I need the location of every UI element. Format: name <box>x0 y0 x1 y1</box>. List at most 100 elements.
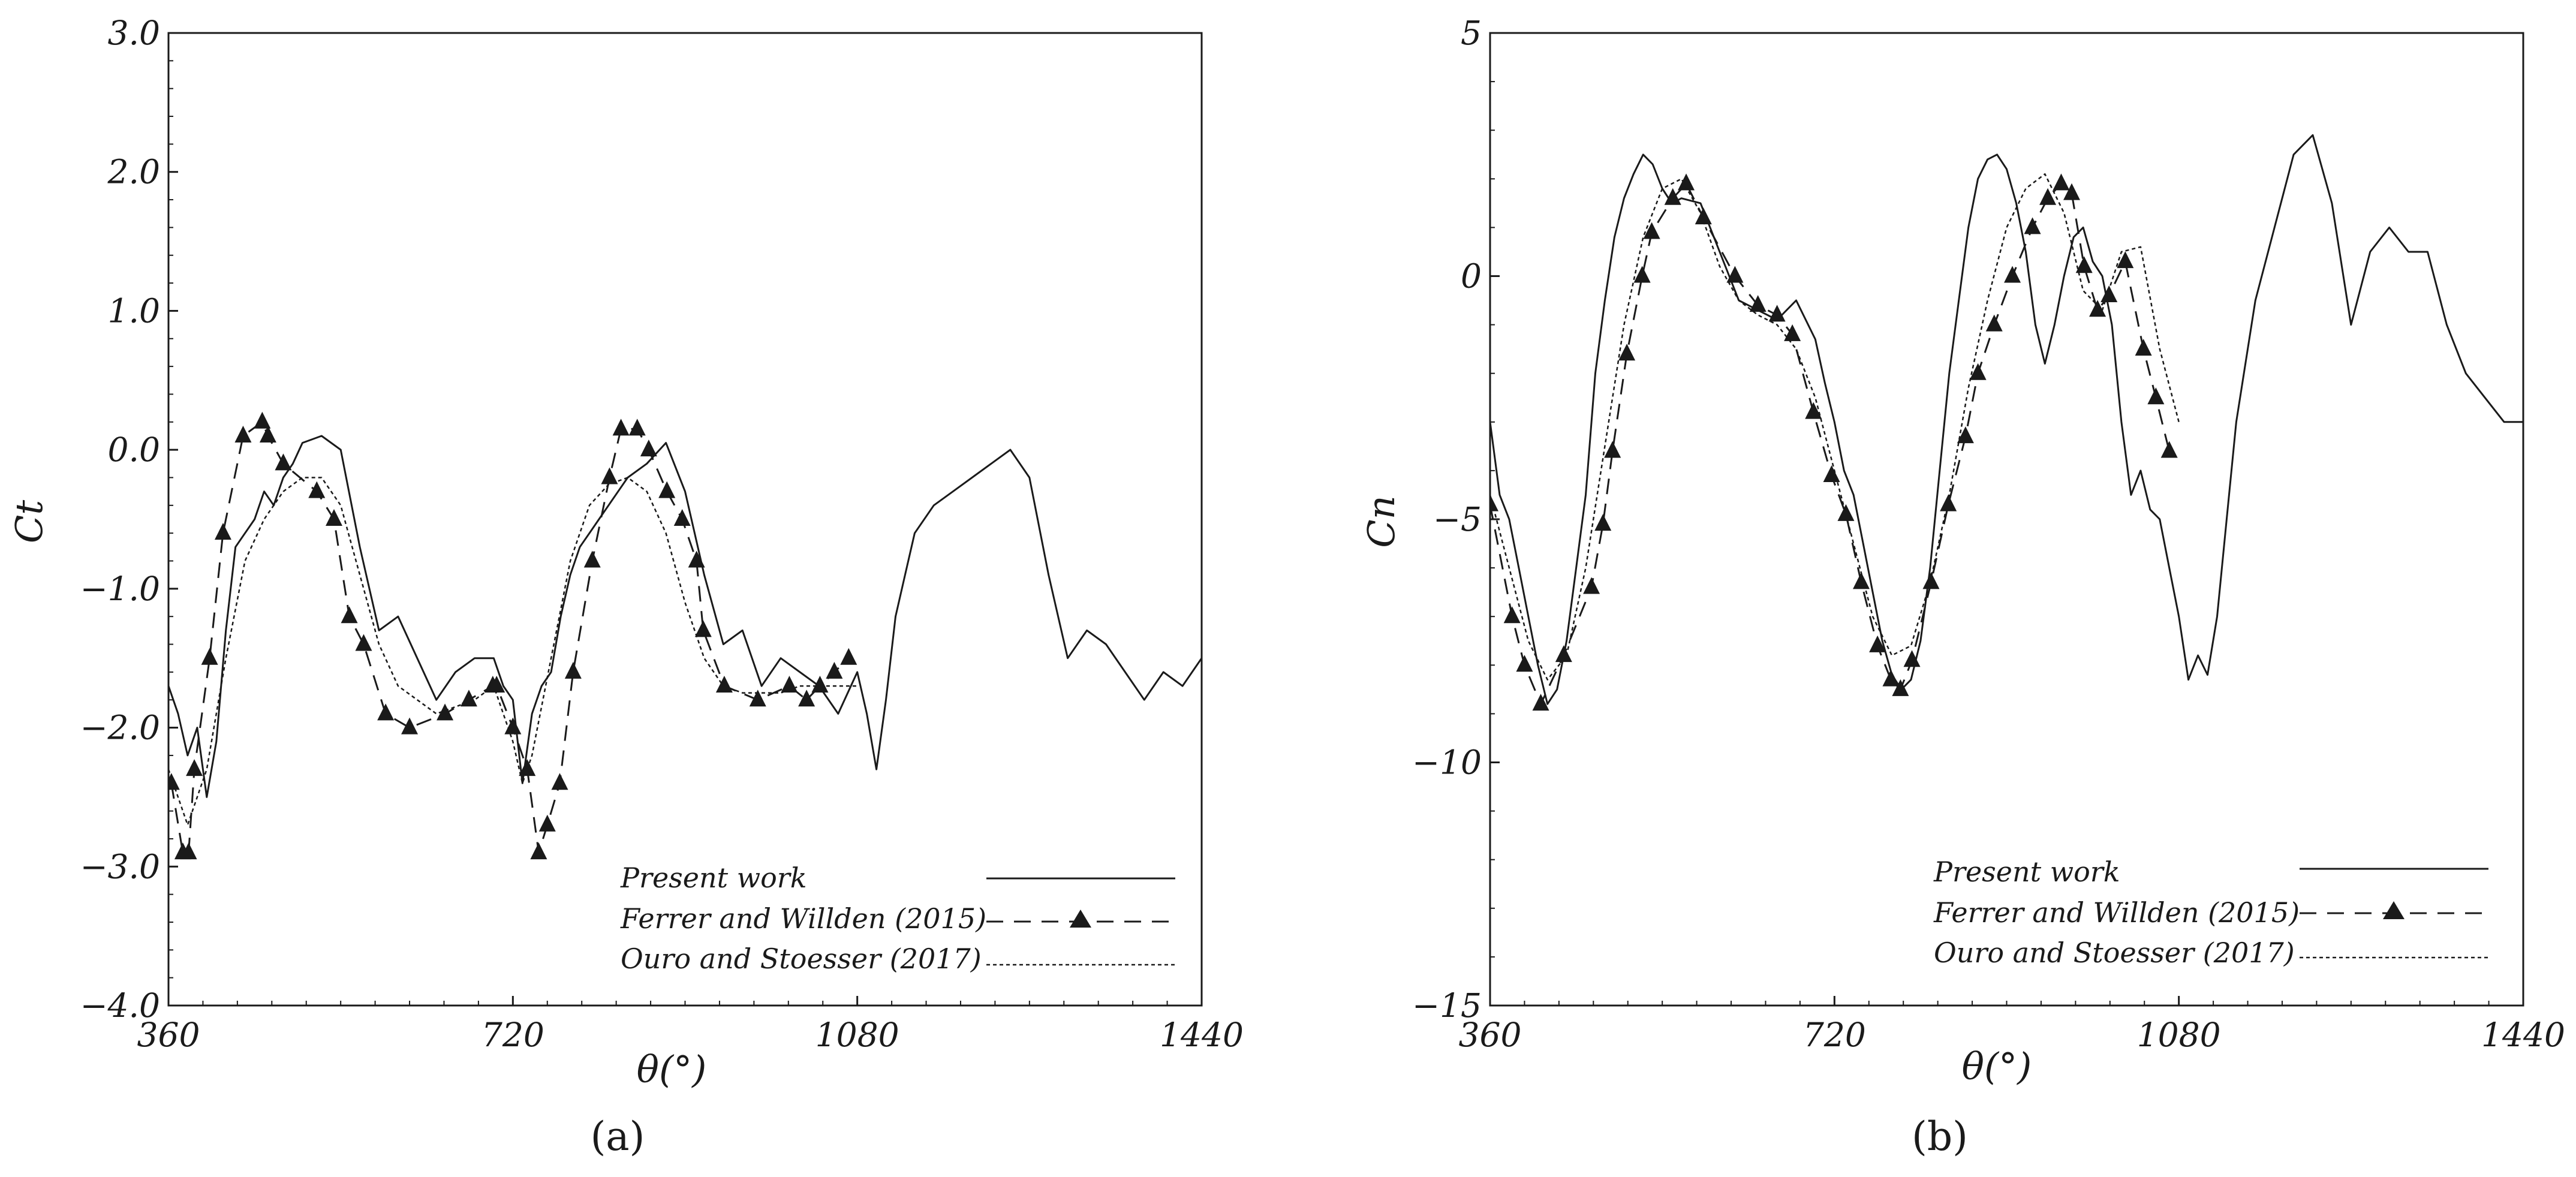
x-tick-label: 1080 <box>2137 1016 2221 1054</box>
data-point-triangle <box>1490 494 1498 511</box>
legend-label-ferrer-b: Ferrer and Willden (2015) <box>1933 896 2300 929</box>
legend-marker-ferrer-a <box>1070 910 1091 928</box>
data-point-triangle <box>781 676 798 693</box>
y-axis-label-b: Cn <box>1359 495 1403 547</box>
legend-label-ferrer-a: Ferrer and Willden (2015) <box>620 902 986 935</box>
chart-panel-a: −4.0 −3.0 −2.0 −1.0 0.0 1.0 2.0 3.0 360 720 1080 1… <box>7 14 1244 1160</box>
x-axis-label-b: θ(°) <box>1962 1044 2032 1088</box>
x-axis-b: 360 720 1080 1440 <box>1459 996 2565 1054</box>
data-point-triangle <box>2089 300 2106 317</box>
data-point-triangle <box>2100 285 2118 302</box>
data-point-triangle <box>214 523 231 540</box>
data-point-triangle <box>1503 606 1521 624</box>
data-point-triangle <box>798 690 815 707</box>
data-point-triangle <box>1892 679 1909 696</box>
x-tick-label: 1440 <box>2481 1016 2565 1054</box>
data-point-triangle <box>2117 251 2134 269</box>
data-point-triangle <box>1805 402 1822 419</box>
data-point-triangle <box>2160 441 2178 458</box>
data-point-triangle <box>2024 217 2041 234</box>
y-tick-label: 1.0 <box>108 291 160 330</box>
data-point-triangle <box>1726 266 1744 283</box>
data-point-triangle <box>1633 266 1651 283</box>
data-point-triangle <box>2063 183 2080 200</box>
y-tick-label: 0 <box>1461 257 1482 296</box>
data-point-triangle <box>826 661 843 679</box>
data-point-triangle <box>658 481 676 498</box>
data-point-triangle <box>612 419 630 436</box>
legend-label-present-a: Present work <box>620 862 807 894</box>
data-point-triangle <box>201 648 218 665</box>
legend-label-ouro-a: Ouro and Stoesser (2017) <box>621 943 982 975</box>
data-point-triangle <box>1985 314 2003 332</box>
data-point-triangle <box>488 676 505 693</box>
data-point-triangle <box>1869 635 1886 652</box>
y-axis-a: −4.0 −3.0 −2.0 −1.0 0.0 1.0 2.0 3.0 <box>80 14 178 1025</box>
data-point-triangle <box>1837 504 1855 521</box>
data-point-triangle <box>1969 363 1987 380</box>
plot-area-a <box>168 411 1202 860</box>
data-point-triangle <box>180 842 197 860</box>
y-tick-label: −10 <box>1412 743 1482 782</box>
data-point-triangle <box>401 717 419 735</box>
data-point-triangle <box>538 814 556 832</box>
series-line-solid <box>1490 134 2523 705</box>
data-point-triangle <box>1853 572 1870 589</box>
data-point-triangle <box>1768 305 1786 322</box>
y-tick-label: 0.0 <box>108 431 160 469</box>
data-point-triangle <box>640 440 657 457</box>
data-point-triangle <box>1643 222 1660 239</box>
data-point-triangle <box>437 703 454 721</box>
y-tick-label: −4.0 <box>80 986 160 1025</box>
series-line-solid <box>168 435 1202 798</box>
panel-label-a: (a) <box>591 1113 645 1160</box>
series-line-dotted <box>1490 173 2180 681</box>
data-point-triangle <box>1604 441 1621 458</box>
data-point-triangle <box>1749 295 1767 312</box>
data-point-triangle <box>1823 465 1840 483</box>
data-point-triangle <box>341 606 358 624</box>
data-point-triangle <box>583 550 601 568</box>
data-point-triangle <box>377 703 395 721</box>
data-point-triangle <box>811 676 829 693</box>
data-point-triangle <box>2053 173 2070 191</box>
y-axis-b: −15 −10 −5 0 5 <box>1412 14 1500 1025</box>
chart-panel-b: −15 −10 −5 0 5 360 720 1080 1440 Cn θ(°) Presen… <box>1359 14 2565 1160</box>
data-point-triangle <box>308 481 326 498</box>
data-point-triangle <box>673 509 691 526</box>
x-tick-label: 1080 <box>815 1016 899 1054</box>
data-point-triangle <box>840 648 857 665</box>
y-tick-label: 2.0 <box>107 153 160 191</box>
data-point-triangle <box>749 690 766 707</box>
data-point-triangle <box>628 419 646 436</box>
y-tick-label: −2.0 <box>80 709 160 747</box>
y-tick-label: −3.0 <box>80 847 160 886</box>
panel-label-b: (b) <box>1912 1113 1968 1160</box>
data-point-triangle <box>186 759 203 776</box>
x-tick-label: 720 <box>1803 1016 1866 1054</box>
data-point-triangle <box>460 690 477 707</box>
x-tick-label: 360 <box>137 1016 200 1054</box>
data-point-triangle <box>355 634 372 651</box>
y-axis-label-a: Ct <box>7 500 51 543</box>
data-point-triangle <box>694 620 712 637</box>
y-tick-label: 3.0 <box>108 14 160 52</box>
data-point-triangle <box>1594 514 1612 531</box>
data-point-triangle <box>1940 494 1957 511</box>
data-point-triangle <box>1957 426 1974 444</box>
data-point-triangle <box>1695 207 1712 225</box>
data-point-triangle <box>1678 173 1695 191</box>
legend-label-ouro-b: Ouro and Stoesser (2017) <box>1934 937 2295 969</box>
series-line-dashed-triangle <box>170 421 850 854</box>
x-tick-label: 720 <box>482 1016 544 1054</box>
data-point-triangle <box>564 661 582 679</box>
y-tick-label: −5 <box>1433 500 1482 538</box>
data-point-triangle <box>275 453 292 471</box>
data-point-triangle <box>234 425 252 442</box>
plot-area-b <box>1490 134 2523 711</box>
series-line-dotted <box>168 477 857 826</box>
data-point-triangle <box>1583 577 1600 594</box>
data-point-triangle <box>530 842 547 860</box>
data-point-triangle <box>2135 339 2152 356</box>
